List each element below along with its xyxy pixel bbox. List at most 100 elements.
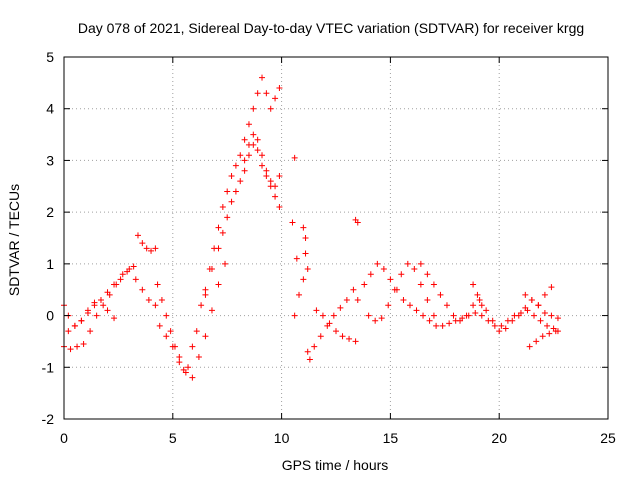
data-point xyxy=(541,309,548,316)
grid-lines xyxy=(64,57,608,419)
data-point xyxy=(296,291,303,298)
data-point xyxy=(245,141,252,148)
series-sat-r xyxy=(417,260,561,335)
data-point xyxy=(346,335,353,342)
series-sat-t xyxy=(526,328,559,350)
data-point xyxy=(306,356,313,363)
series-sat-h xyxy=(241,131,283,210)
data-point xyxy=(531,312,538,319)
data-point xyxy=(354,297,361,304)
x-tick-label: 25 xyxy=(600,430,616,446)
data-point xyxy=(193,328,200,335)
data-point xyxy=(176,359,183,366)
data-point xyxy=(154,281,161,288)
data-point xyxy=(134,232,141,239)
data-point xyxy=(169,343,176,350)
data-point xyxy=(237,152,244,159)
data-point xyxy=(117,276,124,283)
data-point xyxy=(293,255,300,262)
data-point xyxy=(378,315,385,322)
data-point xyxy=(222,260,229,267)
data-point xyxy=(548,284,555,291)
data-point xyxy=(302,250,309,257)
data-point xyxy=(215,281,222,288)
data-point xyxy=(385,302,392,309)
data-point xyxy=(232,162,239,169)
data-point xyxy=(250,131,257,138)
series-sat-c xyxy=(65,297,118,335)
data-point xyxy=(522,291,529,298)
data-point xyxy=(478,302,485,309)
data-point xyxy=(313,307,320,314)
data-point xyxy=(74,343,81,350)
data-point xyxy=(424,297,431,304)
data-point xyxy=(148,247,155,254)
data-point xyxy=(380,266,387,273)
data-point xyxy=(152,245,159,252)
data-point xyxy=(450,312,457,319)
data-point xyxy=(339,333,346,340)
data-point xyxy=(533,338,540,345)
data-point xyxy=(417,281,424,288)
data-point xyxy=(241,136,248,143)
data-point xyxy=(198,302,205,309)
data-point xyxy=(417,260,424,267)
x-axis-label: GPS time / hours xyxy=(282,457,389,473)
data-point xyxy=(439,322,446,329)
series-sat-f xyxy=(156,260,229,381)
data-point xyxy=(289,219,296,226)
data-point xyxy=(232,188,239,195)
data-point xyxy=(84,307,91,314)
data-point xyxy=(167,328,174,335)
series-sat-k xyxy=(300,224,313,363)
data-point xyxy=(398,271,405,278)
series-sat-n xyxy=(313,307,359,345)
data-point xyxy=(420,312,427,319)
data-point xyxy=(433,322,440,329)
data-point xyxy=(483,307,490,314)
data-point xyxy=(352,338,359,345)
series-sat-p xyxy=(354,260,561,335)
y-tick-label: 0 xyxy=(46,308,54,324)
data-point xyxy=(259,74,266,81)
data-point xyxy=(291,312,298,319)
data-point xyxy=(272,95,279,102)
series-sat-b xyxy=(61,263,137,329)
series-sat-j xyxy=(289,219,300,262)
data-point xyxy=(202,333,209,340)
data-point xyxy=(470,302,477,309)
data-point xyxy=(430,281,437,288)
data-point xyxy=(413,307,420,314)
series-sat-s xyxy=(470,281,485,309)
data-point xyxy=(219,203,226,210)
data-point xyxy=(263,167,270,174)
data-point xyxy=(537,317,544,324)
data-point xyxy=(263,172,270,179)
data-point xyxy=(374,260,381,267)
data-point xyxy=(478,312,485,319)
data-point xyxy=(387,276,394,283)
x-tick-label: 0 xyxy=(60,430,68,446)
series-sat-a xyxy=(61,266,159,353)
data-point xyxy=(237,178,244,185)
data-point xyxy=(145,297,152,304)
data-point xyxy=(87,328,94,335)
data-point xyxy=(491,322,498,329)
data-point xyxy=(111,315,118,322)
data-point xyxy=(365,312,372,319)
data-point xyxy=(474,291,481,298)
data-point xyxy=(228,172,235,179)
x-tick-label: 5 xyxy=(169,430,177,446)
data-point xyxy=(544,322,551,329)
data-point xyxy=(326,320,333,327)
data-point xyxy=(330,312,337,319)
data-point xyxy=(372,317,379,324)
data-point xyxy=(476,297,483,304)
data-point xyxy=(224,188,231,195)
data-point xyxy=(189,343,196,350)
data-point xyxy=(276,172,283,179)
data-point xyxy=(100,302,107,309)
data-point xyxy=(489,317,496,324)
data-point xyxy=(526,343,533,350)
